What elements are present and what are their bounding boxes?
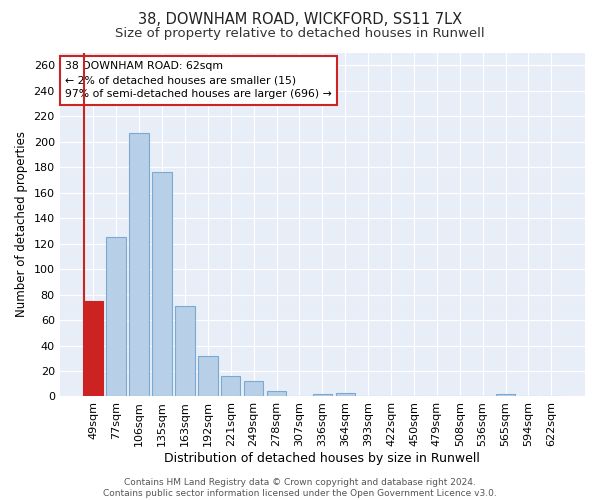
Bar	[130, 133, 149, 396]
Y-axis label: Number of detached properties: Number of detached properties	[15, 132, 28, 318]
Bar	[221, 376, 241, 396]
Bar	[244, 381, 263, 396]
Text: Contains HM Land Registry data © Crown copyright and database right 2024.
Contai: Contains HM Land Registry data © Crown c…	[103, 478, 497, 498]
Bar	[496, 394, 515, 396]
Bar	[313, 394, 332, 396]
Bar	[198, 356, 218, 397]
X-axis label: Distribution of detached houses by size in Runwell: Distribution of detached houses by size …	[164, 452, 480, 465]
Bar	[335, 392, 355, 396]
Bar	[175, 306, 194, 396]
Bar	[106, 237, 126, 396]
Bar	[152, 172, 172, 396]
Bar	[83, 301, 103, 396]
Bar	[267, 392, 286, 396]
Text: Size of property relative to detached houses in Runwell: Size of property relative to detached ho…	[115, 28, 485, 40]
Text: 38 DOWNHAM ROAD: 62sqm
← 2% of detached houses are smaller (15)
97% of semi-deta: 38 DOWNHAM ROAD: 62sqm ← 2% of detached …	[65, 61, 332, 99]
Text: 38, DOWNHAM ROAD, WICKFORD, SS11 7LX: 38, DOWNHAM ROAD, WICKFORD, SS11 7LX	[138, 12, 462, 28]
